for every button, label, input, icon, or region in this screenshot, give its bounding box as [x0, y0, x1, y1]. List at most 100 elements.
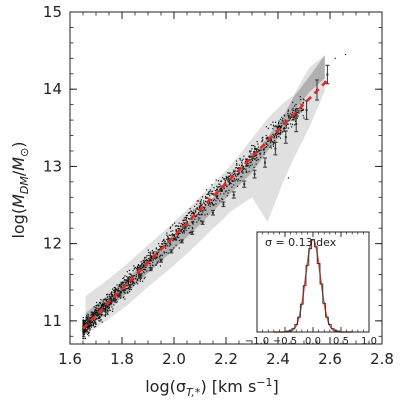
scatter-point	[211, 184, 213, 186]
scatter-point	[303, 98, 305, 100]
scatter-point	[91, 311, 93, 313]
scatter-point	[246, 158, 248, 160]
scatter-point	[222, 198, 224, 201]
scatter-point	[119, 283, 121, 286]
scatter-point	[200, 199, 202, 201]
scatter-point	[104, 306, 106, 308]
scatter-point	[131, 275, 133, 277]
median-point	[87, 320, 90, 323]
scatter-point	[97, 305, 99, 307]
median-point	[128, 285, 131, 288]
scatter-point	[94, 314, 97, 316]
scatter-point	[229, 183, 231, 185]
scatter-point	[87, 318, 89, 320]
scatter-point	[150, 260, 152, 262]
scatter-point	[181, 224, 183, 226]
scatter-point	[86, 316, 88, 318]
median-point	[305, 109, 308, 112]
scatter-point	[89, 323, 92, 325]
scatter-point	[185, 227, 187, 229]
scatter-point	[83, 320, 85, 322]
scatter-point	[160, 245, 162, 248]
scatter-point	[261, 140, 263, 142]
scatter-point	[281, 120, 283, 122]
scatter-point	[103, 309, 105, 311]
scatter-point	[122, 277, 124, 280]
scatter-point	[183, 217, 185, 219]
scatter-point	[236, 163, 238, 165]
scatter-point	[142, 265, 144, 267]
scatter-point	[108, 309, 110, 311]
scatter-point	[106, 298, 108, 300]
scatter-point	[215, 195, 217, 197]
scatter-point	[232, 171, 235, 173]
scatter-point	[152, 259, 154, 261]
scatter-point	[252, 155, 254, 157]
scatter-point	[175, 244, 177, 246]
scatter-point	[113, 299, 115, 301]
scatter-point	[188, 212, 190, 214]
scatter-point	[94, 313, 96, 315]
scatter-point	[272, 145, 274, 147]
scatter-point	[174, 239, 176, 241]
scatter-point	[131, 280, 133, 282]
scatter-point	[87, 331, 89, 333]
scatter-point	[114, 290, 116, 292]
scatter-point	[140, 261, 142, 263]
scatter-point	[127, 292, 129, 294]
scatter-point	[116, 289, 118, 291]
scatter-point	[132, 275, 134, 277]
scatter-point	[190, 210, 192, 212]
scatter-point	[295, 108, 297, 111]
scatter-point	[124, 298, 126, 300]
scatter-point	[98, 314, 100, 316]
scatter-point	[196, 207, 198, 209]
scatter-point	[200, 202, 202, 204]
scatter-point	[138, 276, 140, 278]
scatter-point	[288, 117, 290, 119]
scatter-point	[165, 251, 167, 254]
scatter-point	[258, 150, 260, 152]
scatter-point	[85, 328, 87, 330]
scatter-point	[203, 202, 205, 204]
scatter-point	[137, 267, 140, 269]
scatter-point	[144, 262, 146, 264]
scatter-point	[97, 314, 99, 316]
scatter-point	[278, 133, 280, 135]
scatter-point	[301, 109, 303, 111]
scatter-point	[221, 187, 223, 189]
scatter-point	[124, 288, 126, 290]
scatter-point	[270, 141, 272, 143]
scatter-point	[242, 158, 244, 160]
scatter-point	[166, 243, 168, 245]
median-point	[264, 161, 266, 164]
scatter-point	[203, 208, 205, 210]
scatter-point	[129, 276, 131, 278]
scatter-point	[100, 313, 102, 315]
scatter-point	[107, 313, 109, 316]
scatter-point	[183, 227, 185, 229]
scatter-point	[114, 299, 116, 301]
scatter-point	[265, 137, 267, 139]
scatter-point	[210, 203, 212, 205]
scatter-point	[89, 329, 91, 331]
inset-tick-label: −1.0	[245, 336, 269, 347]
scatter-point	[275, 134, 277, 136]
scatter-point	[289, 116, 291, 118]
scatter-point	[156, 256, 158, 258]
scatter-point	[250, 156, 252, 158]
scatter-point	[241, 176, 243, 178]
scatter-point	[99, 317, 101, 319]
scatter-point	[122, 285, 124, 287]
scatter-point	[200, 204, 202, 206]
scatter-point	[167, 252, 169, 254]
scatter-point	[300, 103, 302, 105]
scatter-point	[302, 108, 304, 110]
scatter-point	[278, 132, 280, 134]
scatter-point	[254, 148, 256, 150]
scatter-point	[213, 204, 215, 206]
scatter-point	[99, 320, 101, 322]
scatter-point	[277, 133, 279, 135]
scatter-point	[182, 223, 184, 225]
